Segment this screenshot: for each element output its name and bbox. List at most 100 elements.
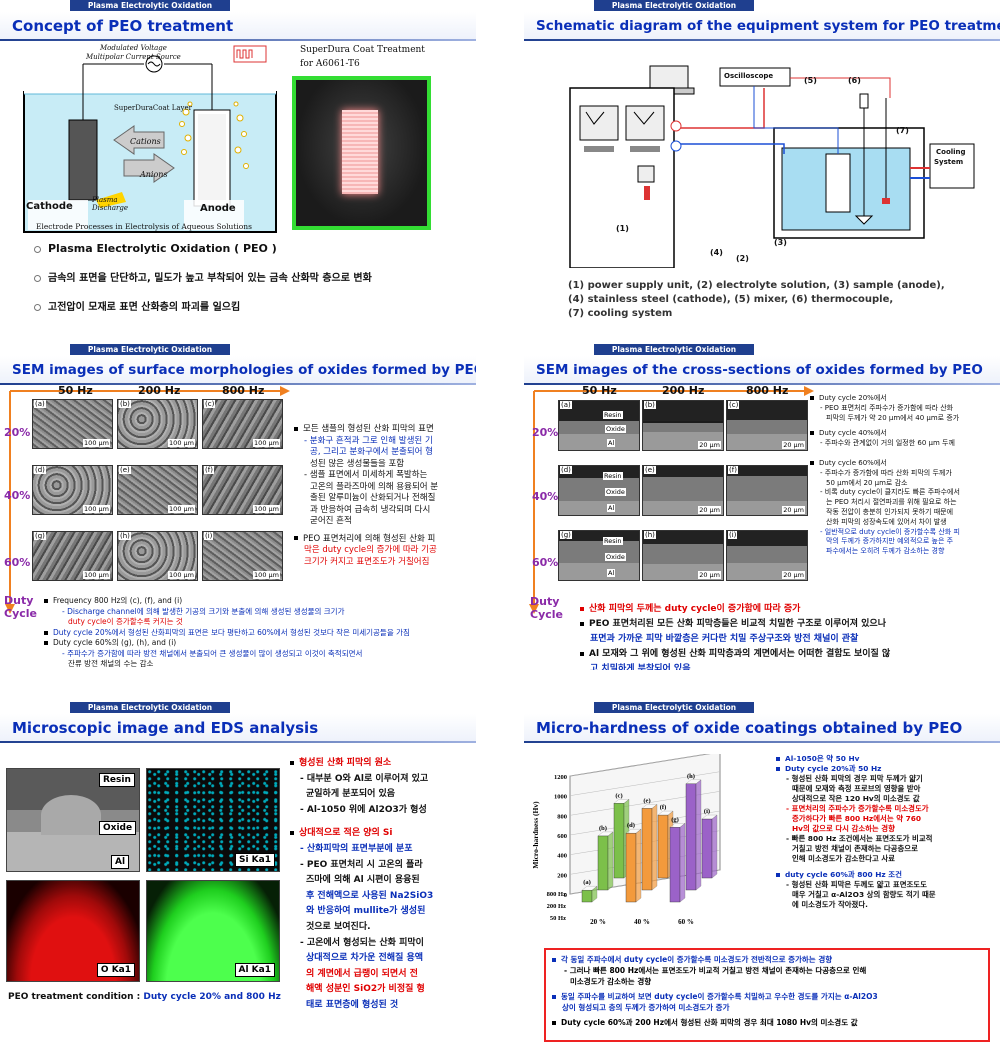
label-discharge: Discharge (92, 204, 129, 212)
y-tick-label: 600 (557, 833, 567, 840)
note-line: - 표면처리의 주파수가 증가할수록 미소경도가 (786, 804, 929, 813)
eds-micrograph: Resin Oxide Al (6, 768, 140, 872)
note-line: 인해 미소경도가 감소한다고 사료 (792, 854, 895, 863)
sem-surface-d: (d) 100 μm (32, 465, 113, 515)
map-label: Si Ka1 (234, 853, 275, 867)
note-line: 출된 알루미늄이 산화되거나 전해질 (310, 493, 436, 503)
sem-cross-g: (g) Resin Oxide Al (558, 530, 640, 581)
slide-title: Micro-hardness of oxide coatings obtaine… (524, 714, 1000, 743)
square-bullet-icon (810, 460, 814, 465)
square-bullet-icon (552, 995, 556, 999)
note-line: - PEO 표면처리 시 고온의 플라 (300, 859, 423, 870)
scale-bar: 100 μm (253, 505, 280, 513)
note-line: - 주파수와 관계없이 거의 일정한 60 μm 두께 (820, 439, 955, 448)
y-tick-label: 200 (557, 872, 567, 879)
note-line: 산화 피막의 두께는 duty cycle이 증가함에 따라 증가 (580, 602, 998, 617)
note-line: Hv의 값으로 다시 감소하는 경향 (792, 824, 895, 833)
hardness-bar-side (635, 828, 642, 903)
note-line: 태로 표면층에 형성된 것 (306, 999, 399, 1010)
img-label: (b) (119, 400, 131, 408)
bar-data-label: (a) (583, 879, 591, 886)
diagram-caption: Electrode Processes in Electrolysis of A… (36, 222, 252, 231)
square-bullet-icon (290, 830, 294, 835)
bullet-2: 금속의 표면을 단단하고, 밀도가 높고 부착되어 있는 금속 산화막 층으로 … (34, 272, 372, 285)
note-line: - 분화구 흔적과 그로 인해 발생된 기 (304, 435, 433, 446)
coated-sample (342, 110, 378, 194)
series-label: 200 Hz (547, 903, 566, 910)
sem-surface-h: (h) 100 μm (117, 531, 198, 581)
hardness-bar (669, 827, 681, 903)
note-line: 형성된 산화 피막의 원소 (290, 756, 474, 772)
square-bullet-icon (44, 630, 48, 635)
note-line: 상대적으로 적은 양의 Si (290, 826, 474, 842)
bullet-1: Plasma Electrolytic Oxidation ( PEO ) (34, 242, 277, 255)
hardness-bar (613, 803, 625, 879)
note-line: Duty cycle 60%과 200 Hz에서 형성된 산화 피막의 경우 최… (552, 1017, 982, 1028)
square-bullet-icon (552, 1021, 556, 1025)
duty-label: Duty (4, 594, 34, 607)
eds-notes: 형성된 산화 피막의 원소 - 대부분 O와 Al로 이루어져 있고 균일하게 … (290, 756, 474, 1014)
ring-bullet-icon (34, 245, 41, 253)
hardness-bar (597, 835, 609, 891)
eds-o-map: O Ka1 (6, 880, 140, 982)
square-bullet-icon (810, 396, 814, 400)
bar-data-label: (h) (687, 773, 695, 780)
note-line: 균일하게 분포되어 있음 (306, 789, 396, 800)
map-label: Oxide (99, 821, 137, 835)
note-line: Al 모재와 그 위에 형성된 산화 피막층과의 계면에서는 어떠한 결함도 보… (580, 647, 998, 662)
label-oscilloscope: Oscilloscope (724, 72, 774, 80)
bar-data-label: (f) (660, 804, 667, 811)
note-line: 작동 전압이 충분히 인가되지 못하기 때문에 (826, 507, 954, 516)
label-layer: SuperDuraCoat Layer (114, 104, 192, 112)
note-line: - 샘플 표면에서 미세하게 폭발하는 (304, 470, 428, 480)
slide-peo-concept: Plasma Electrolytic Oxidation Concept of… (0, 0, 476, 326)
hardness-bar-side (679, 822, 686, 903)
img-label: (d) (34, 466, 46, 474)
label-voltage: Modulated Voltage (100, 44, 167, 52)
slide-title: SEM images of surface morphologies of ox… (0, 356, 476, 385)
scale-bar: 100 μm (168, 571, 195, 579)
square-bullet-icon (580, 651, 584, 656)
cycle-label: Cycle (530, 608, 563, 621)
duty-20: 20% (4, 426, 31, 439)
header-tag: Plasma Electrolytic Oxidation (70, 0, 230, 11)
label-plasma: Plasma (92, 196, 118, 204)
photo-title-2: for A6061-T6 (300, 59, 360, 69)
note-line: duty cycle이 증가할수록 커지는 것 (68, 617, 183, 626)
surface-notes: 모든 샘플의 형성된 산화 피막의 표면 - 분화구 흔적과 그로 인해 발생된… (294, 424, 474, 568)
label-n3: (3) (774, 238, 787, 247)
note-line: 고 치밀하게 부착되어 있음 (590, 664, 691, 670)
bar-data-label: (b) (599, 825, 607, 832)
label-anions: Anions (140, 170, 168, 179)
hardness-bar-side (651, 804, 658, 891)
note-line: - 주파수가 증가함에 따라 산화 피막의 두께가 (820, 468, 952, 477)
header-tag: Plasma Electrolytic Oxidation (594, 0, 754, 11)
y-tick-label: 400 (557, 853, 567, 860)
note-line: 에 미소경도가 작아졌다. (792, 900, 868, 909)
img-label: (c) (204, 400, 216, 408)
label-n6: (6) (848, 76, 861, 85)
sem-surface-c: (c) 100 μm (202, 399, 283, 449)
note-line: - 주파수가 증가함에 따라 방전 채널에서 분출되어 큰 생성물이 많이 생성… (62, 648, 363, 658)
note-line: Frequency 800 Hz의 (c), (f), and (i) (44, 596, 474, 607)
label-cations: Cations (130, 137, 161, 146)
note-line: 굳어진 흔적 (310, 516, 352, 526)
bullet-3: 고전압이 모재로 표면 산화층의 파괴를 일으킴 (34, 301, 240, 314)
scale-bar: 100 μm (83, 439, 110, 447)
note-line: 모든 샘플의 형성된 산화 피막의 표면 (294, 424, 474, 436)
hardness-bar (657, 814, 669, 879)
label-n2: (2) (736, 254, 749, 263)
frequency-arrow (5, 386, 290, 614)
hardness-bar-side (711, 814, 718, 879)
square-bullet-icon (776, 757, 780, 761)
map-label: O Ka1 (96, 963, 135, 977)
scale-bar: 100 μm (168, 505, 195, 513)
label-n5: (5) (804, 76, 817, 85)
img-label: (i) (204, 532, 214, 540)
hardness-bar-top (613, 799, 630, 804)
note-line: 것으로 보여진다. (306, 921, 371, 932)
duty-60: 60% (532, 556, 559, 569)
sem-cross-i: (i) 20 μm (726, 530, 808, 581)
sem-cross-b: (b) 20 μm (642, 400, 724, 451)
surface-bottom-notes: Frequency 800 Hz의 (c), (f), and (i) - Di… (44, 596, 474, 670)
